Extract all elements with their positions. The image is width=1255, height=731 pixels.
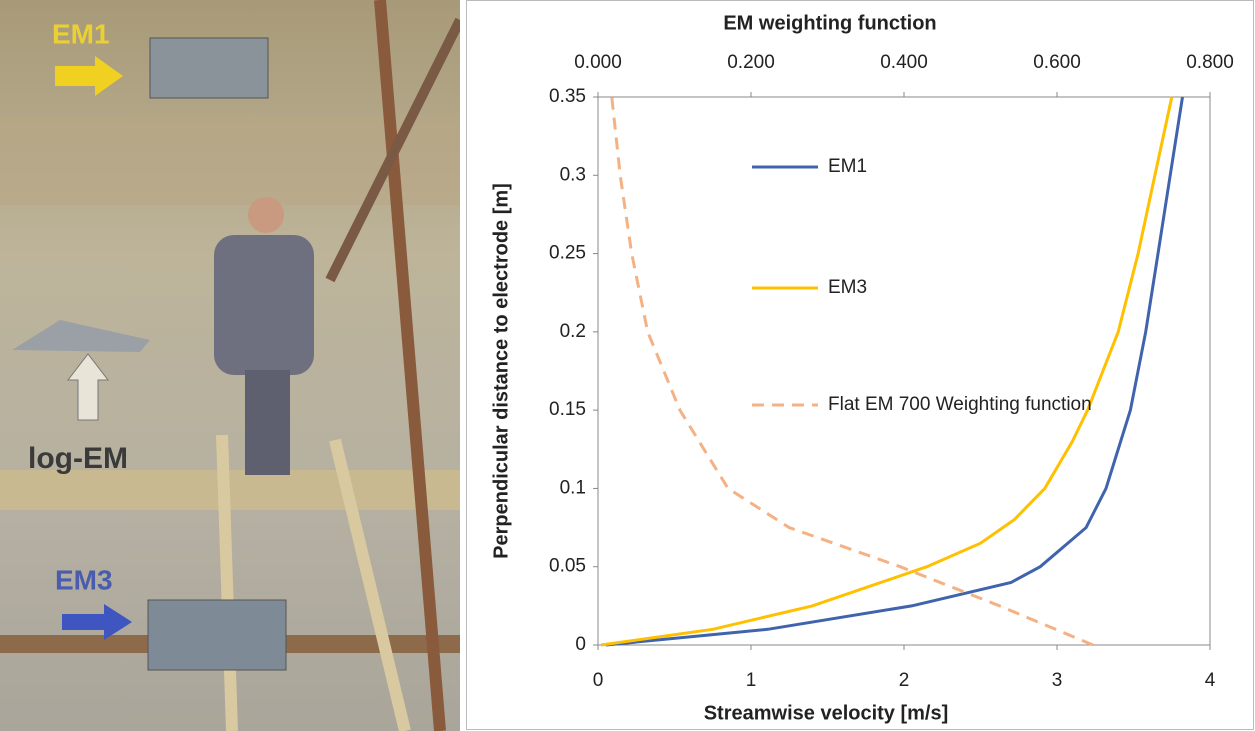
photo-label: log-EM (28, 442, 128, 475)
ladder (329, 438, 411, 731)
y-tick-label: 0.35 (549, 86, 586, 107)
x-tick-label: 2 (899, 670, 910, 691)
chart-frame (466, 0, 1254, 730)
series-line (600, 96, 1174, 647)
photo: EM1 log-EM EM3 (0, 0, 460, 731)
x-tick-label: 1 (746, 670, 757, 691)
photo-label: EM3 (55, 564, 113, 595)
chart-title: EM weighting function (723, 12, 936, 34)
x-tick-label: 3 (1052, 670, 1063, 691)
em3-sensor (147, 599, 287, 671)
y-tick-label: 0 (575, 634, 586, 655)
x2-tick-label: 0.200 (727, 52, 775, 73)
chart: EM weighting function Streamwise velocit… (466, 0, 1254, 730)
y-tick-label: 0.2 (560, 321, 586, 342)
log-em-sensor (12, 320, 150, 352)
x2-tick-label: 0.600 (1033, 52, 1081, 73)
x-tick-label: 4 (1205, 670, 1216, 691)
em1-sensor (149, 37, 269, 99)
y-tick-label: 0.1 (560, 477, 586, 498)
person (214, 235, 314, 375)
legend-label: EM3 (828, 277, 868, 298)
x-tick-label: 0 (593, 670, 604, 691)
x2-tick-label: 0.000 (574, 52, 622, 73)
series-line (610, 96, 1094, 647)
photo-label: EM1 (52, 18, 110, 49)
y-tick-label: 0.05 (549, 556, 586, 577)
y-tick-label: 0.15 (549, 399, 586, 420)
y-axis-title: Perpendicular distance to electrode [m] (490, 183, 512, 559)
arrow (66, 353, 110, 421)
ladder (216, 434, 238, 731)
legend-label: EM1 (828, 156, 868, 177)
arrow (62, 604, 132, 640)
person-head (248, 197, 284, 233)
x2-tick-label: 0.400 (880, 52, 928, 73)
y-tick-label: 0.25 (549, 243, 586, 264)
scaffold-pole (374, 0, 446, 731)
x-axis-title: Streamwise velocity [m/s] (704, 702, 949, 724)
series-line (605, 96, 1184, 647)
beam (0, 115, 460, 205)
y-tick-label: 0.3 (560, 164, 586, 185)
legend-label: Flat EM 700 Weighting function (828, 394, 1092, 415)
x2-tick-label: 0.800 (1186, 52, 1234, 73)
arrow (55, 56, 123, 96)
scaffold-pole (325, 17, 460, 283)
person-legs (245, 370, 290, 475)
